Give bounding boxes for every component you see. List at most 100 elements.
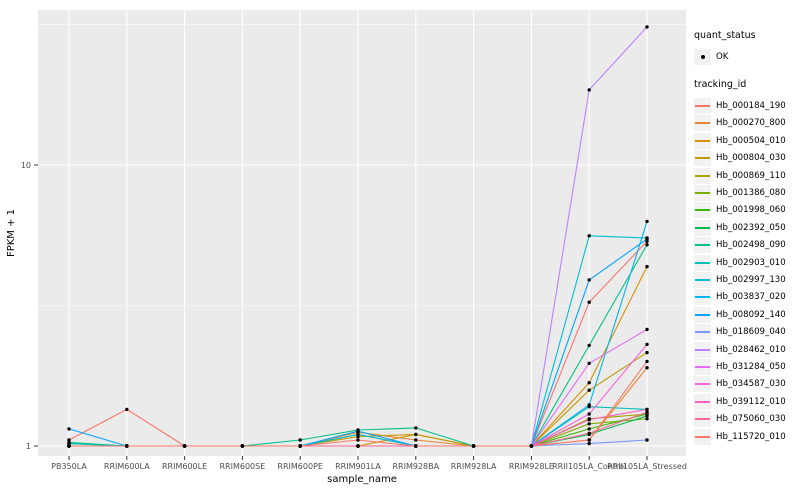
legend-key-box — [694, 202, 711, 219]
legend-title-tracking-id: tracking_id — [694, 79, 747, 91]
legend-entry: Hb_000869_110 — [694, 167, 800, 184]
data-point — [645, 25, 649, 29]
legend-entry-label: Hb_000804_030 — [716, 153, 786, 164]
legend-entry-label: Hb_000869_110 — [716, 170, 786, 181]
data-point — [587, 388, 591, 392]
legend-entry-label: OK — [716, 51, 729, 62]
data-point — [645, 359, 649, 364]
legend-entry-label: Hb_018609_040 — [716, 327, 786, 338]
legend-entry-label: Hb_031284_050 — [716, 361, 786, 372]
series-line-icon — [695, 313, 710, 316]
legend-key-box — [694, 428, 711, 445]
data-point — [645, 366, 649, 370]
legend-key-box — [694, 254, 711, 271]
legend-key-box — [694, 411, 711, 428]
data-point — [471, 444, 476, 448]
series-line-icon — [695, 331, 710, 334]
legend-entry-ok: OK — [694, 48, 800, 65]
legend-entry: Hb_000270_800 — [694, 115, 800, 132]
series-line-icon — [695, 400, 710, 403]
legend-key-box — [694, 132, 711, 149]
legend-entry-label: Hb_115720_010 — [716, 431, 786, 442]
data-point — [414, 438, 418, 442]
y-tick-label: 10 — [21, 161, 31, 170]
data-point — [645, 327, 649, 332]
data-point — [356, 438, 360, 442]
x-tick-label: RRIM600LA — [104, 462, 150, 471]
data-point — [67, 438, 71, 442]
data-point — [414, 432, 418, 437]
data-point — [645, 342, 649, 347]
data-point — [645, 417, 649, 421]
legend-entry: Hb_115720_010 — [694, 428, 800, 445]
legend-entry: Hb_018609_040 — [694, 323, 800, 341]
data-point — [645, 237, 649, 241]
x-tick-label: RRIM928LE — [509, 462, 554, 471]
series-line-icon — [695, 122, 710, 125]
legend-entry: Hb_034587_030 — [694, 376, 800, 393]
legend-key-box — [694, 219, 711, 236]
legend-entry-label: Hb_000270_800 — [716, 118, 786, 129]
legend-key-box — [694, 115, 711, 132]
series-line-icon — [695, 157, 710, 160]
legend-key-box — [694, 167, 711, 184]
data-point — [587, 300, 591, 304]
data-point — [182, 444, 187, 448]
chart-legend: quant_status OK tracking_id Hb_000184_19… — [694, 30, 800, 445]
legend-entry: Hb_002997_130 — [694, 271, 800, 288]
data-point — [587, 381, 591, 385]
series-line-icon — [695, 226, 710, 229]
data-point — [587, 418, 591, 422]
series-line-icon — [695, 174, 710, 177]
legend-entry-label: Hb_003837_020 — [716, 292, 786, 303]
legend-entry-label: Hb_034587_030 — [716, 379, 786, 390]
data-point — [298, 444, 302, 448]
data-point — [645, 264, 649, 269]
legend-key-box — [694, 98, 711, 115]
data-point — [356, 429, 360, 433]
legend-entry-label: Hb_002997_130 — [716, 274, 786, 285]
x-tick-label: RRII105LA_Control — [552, 462, 626, 471]
legend-key-box — [694, 185, 711, 202]
legend-entry-label: Hb_002903_010 — [716, 257, 786, 268]
series-line-icon — [695, 105, 710, 108]
series-line-icon — [695, 244, 710, 247]
data-point — [298, 438, 302, 442]
legend-entry-label: Hb_001386_080 — [716, 188, 786, 199]
legend-key-box — [694, 393, 711, 410]
legend-entry: Hb_028462_010 — [694, 341, 800, 358]
legend-entry-label: Hb_000504_010 — [716, 135, 786, 146]
legend-key-box — [694, 289, 711, 306]
data-point — [587, 88, 591, 92]
legend-entry: Hb_031284_050 — [694, 358, 800, 375]
data-point — [67, 441, 71, 446]
y-axis-title: FPKM + 1 — [6, 209, 17, 257]
series-line-icon — [695, 365, 710, 368]
legend-entry: Hb_039112_010 — [694, 393, 800, 410]
data-point — [240, 444, 245, 448]
legend-key-box — [694, 271, 711, 288]
legend-entry: Hb_002392_050 — [694, 219, 800, 236]
x-tick-label: RRII105LA_Stressed — [607, 462, 687, 471]
legend-entry: Hb_008092_140 — [694, 306, 800, 323]
legend-key-box — [694, 150, 711, 167]
x-tick-label: RRIM901LA — [335, 462, 381, 471]
legend-entry-label: Hb_000184_190 — [716, 101, 786, 112]
data-point — [645, 243, 649, 247]
series-line-icon — [695, 383, 710, 386]
legend-entry-label: Hb_002392_050 — [716, 222, 786, 233]
data-point — [67, 444, 71, 448]
panel-background — [38, 10, 686, 456]
legend-title-quant-status: quant_status — [694, 30, 756, 41]
data-point — [645, 407, 649, 412]
data-point — [67, 427, 71, 431]
x-axis-title: sample_name — [327, 474, 397, 485]
legend-entry-label: Hb_001998_060 — [716, 205, 786, 216]
data-point — [587, 441, 591, 446]
data-point — [587, 438, 591, 442]
legend-entry: Hb_075060_030 — [694, 410, 800, 428]
x-tick-label: RRIM928LA — [451, 462, 497, 471]
legend-entry-label: Hb_028462_010 — [716, 344, 786, 355]
